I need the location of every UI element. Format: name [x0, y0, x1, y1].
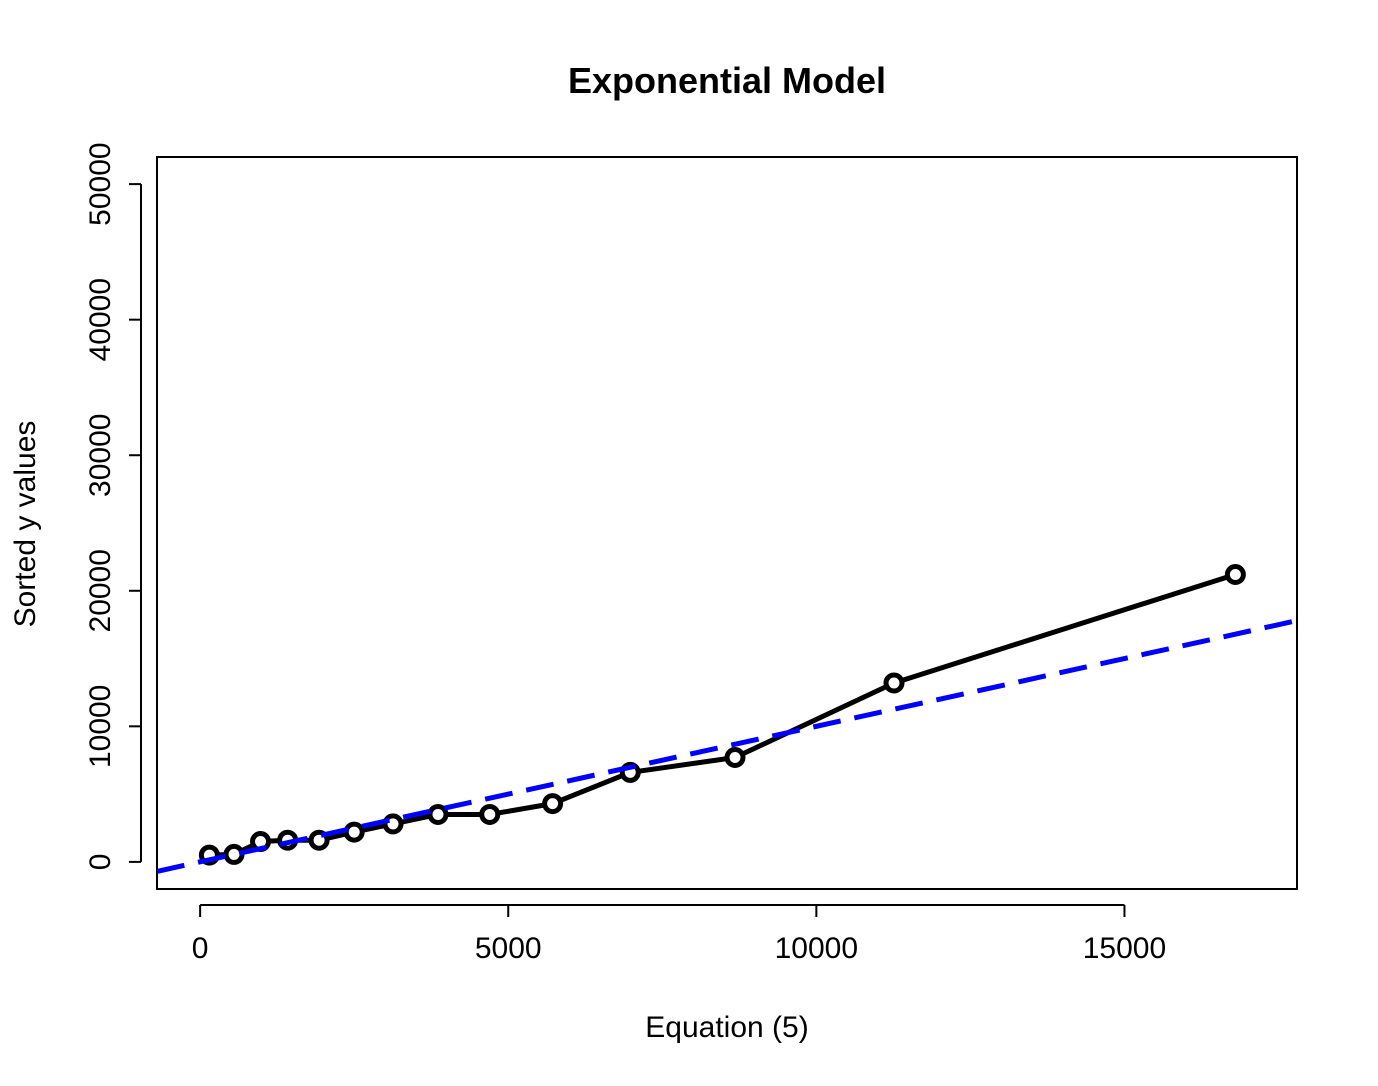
x-tick-label: 5000	[475, 932, 542, 965]
y-axis-label: Sorted y values	[9, 421, 42, 628]
y-tick-label: 40000	[84, 278, 117, 361]
y-tick-label: 30000	[84, 414, 117, 497]
data-point	[343, 821, 365, 843]
chart-title: Exponential Model	[568, 60, 886, 101]
y-tick-label: 10000	[84, 685, 117, 768]
series-line	[209, 572, 1237, 858]
y-axis: 0 10000 20000 30000 40000 50000	[84, 142, 142, 871]
x-axis: 0 5000 10000 15000	[192, 904, 1166, 965]
y-tick-label: 50000	[84, 142, 117, 225]
data-point	[542, 793, 564, 815]
x-axis-label: Equation (5)	[645, 1011, 808, 1044]
plot-area	[157, 564, 1297, 874]
data-point	[479, 803, 501, 825]
y-tick-label: 0	[84, 854, 117, 871]
y-tick-label: 20000	[84, 549, 117, 632]
plot-frame	[156, 156, 1298, 890]
data-point	[427, 803, 449, 825]
x-tick-label: 15000	[1083, 932, 1166, 965]
fit-line	[157, 618, 1297, 874]
data-point	[1224, 564, 1246, 586]
x-tick-label: 0	[192, 932, 209, 965]
data-point	[724, 747, 746, 769]
x-tick-label: 10000	[775, 932, 858, 965]
data-point	[883, 672, 905, 694]
